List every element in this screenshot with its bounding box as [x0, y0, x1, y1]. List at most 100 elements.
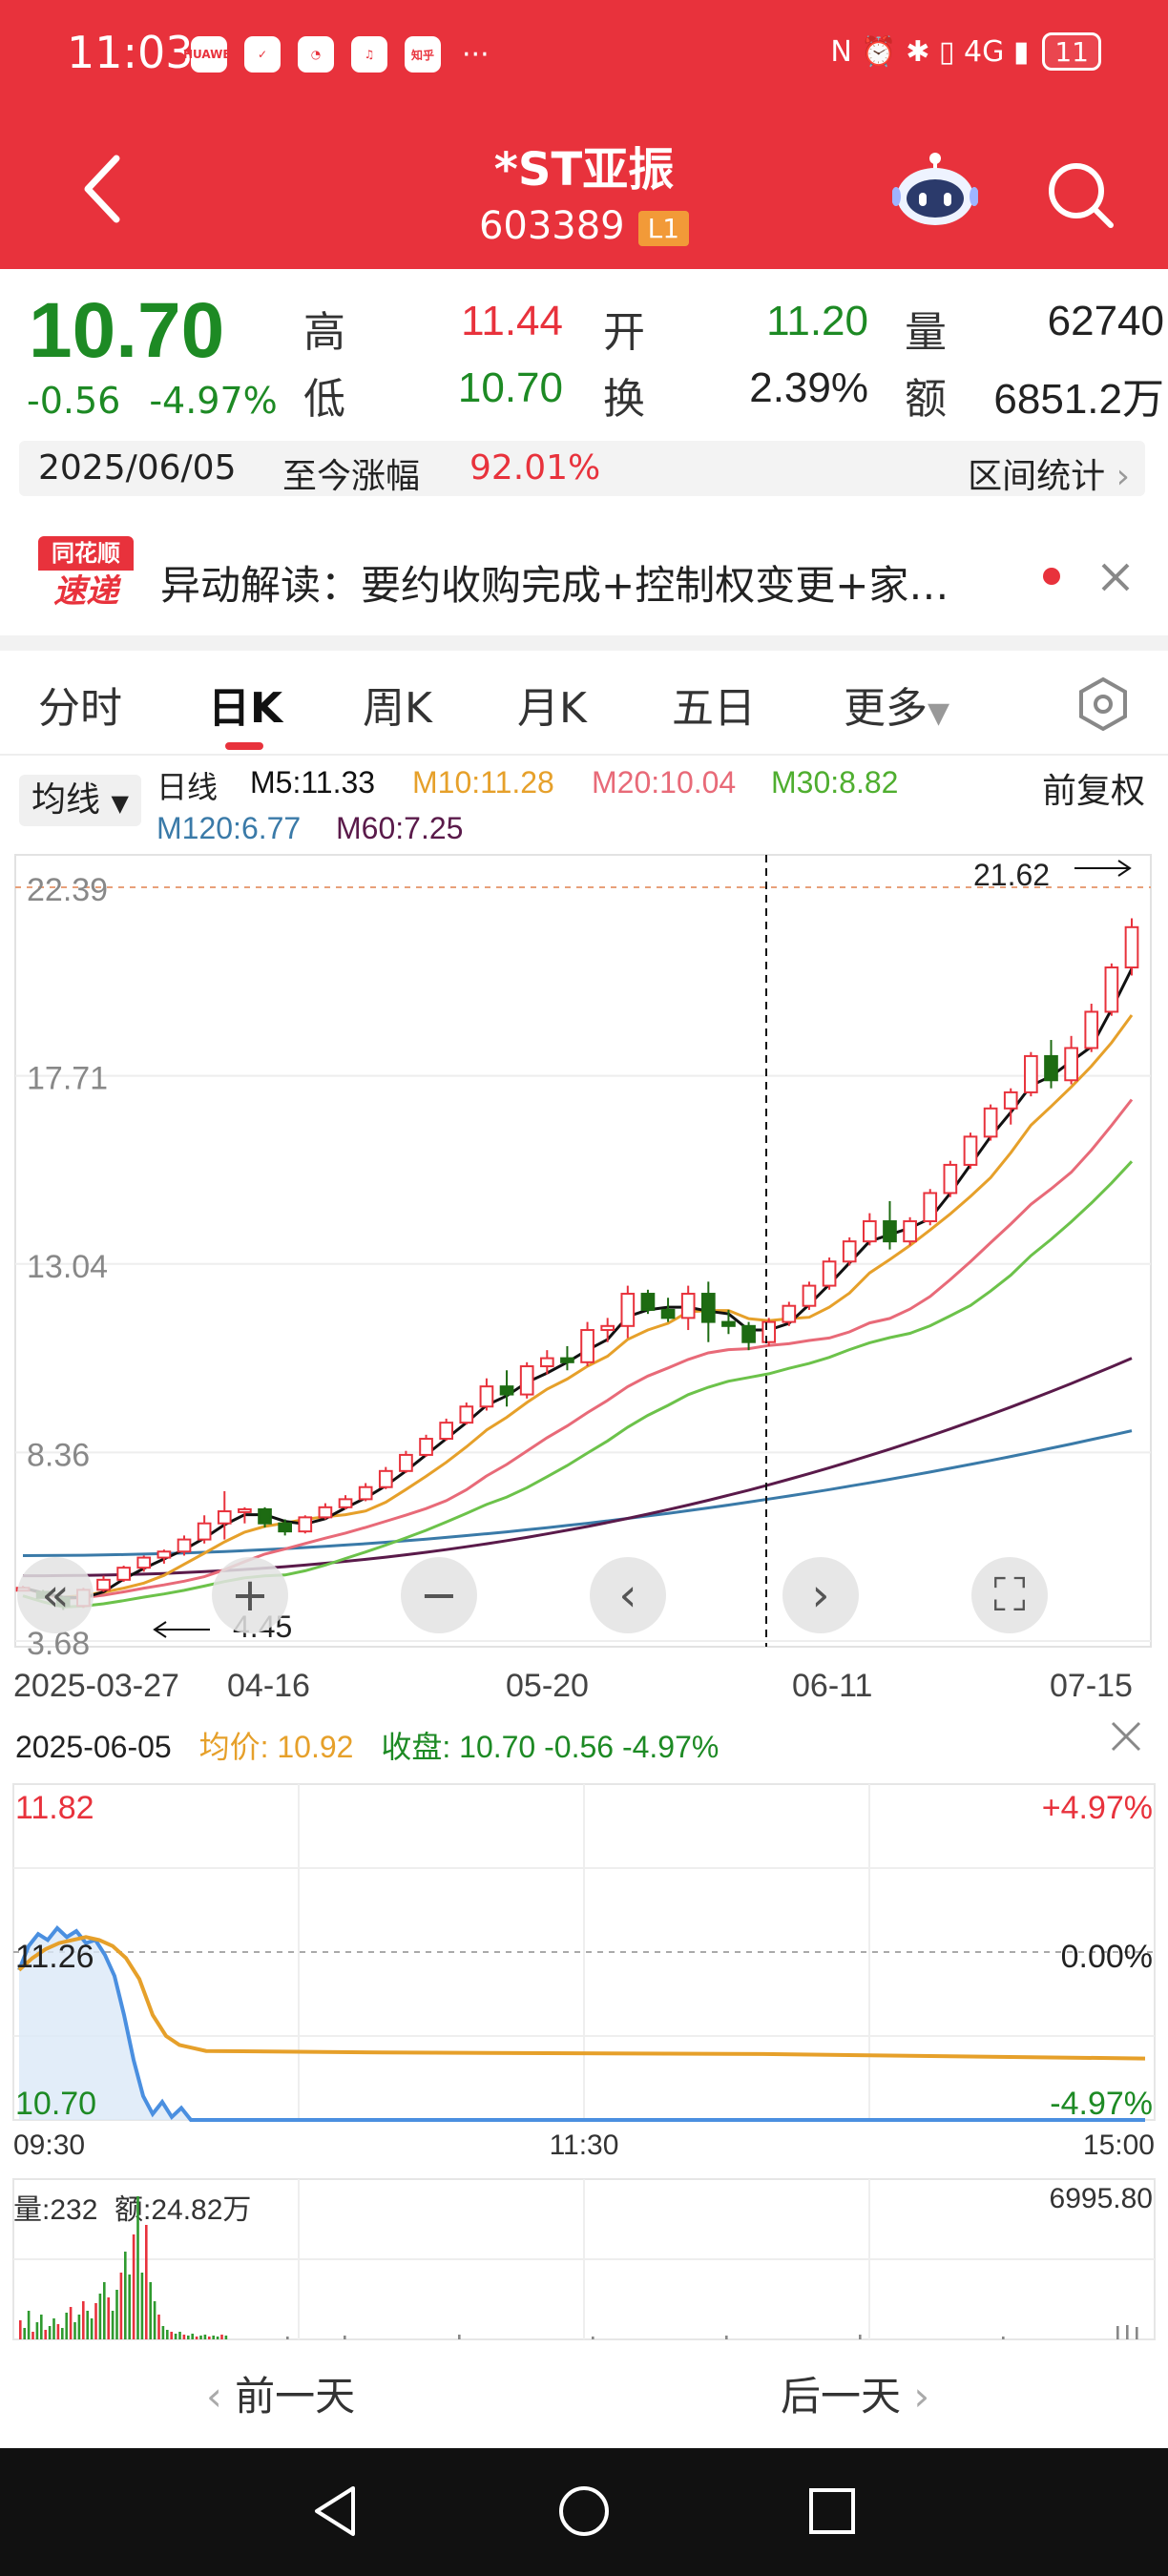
- ma-line-m60: [23, 1357, 1133, 1578]
- candle-body: [298, 1516, 313, 1533]
- volume-bar: [115, 2290, 118, 2339]
- notification-app-icon: ✓: [244, 36, 281, 73]
- back-arrow-icon[interactable]: [76, 151, 134, 227]
- settings-hexagon-icon[interactable]: [1074, 675, 1132, 733]
- zoom-out-icon[interactable]: −: [401, 1557, 477, 1633]
- volume-bar: [94, 2303, 97, 2339]
- zoom-out-icon-bg: [401, 1557, 477, 1633]
- price-area: [19, 1927, 1145, 2120]
- battery-level: 11: [1054, 35, 1089, 68]
- close-icon[interactable]: [1107, 1717, 1145, 1755]
- nav-back-icon[interactable]: [307, 2483, 365, 2540]
- ma60-value: M60:7.25: [336, 811, 464, 845]
- candle-body: [479, 1385, 494, 1408]
- change-percent: -4.97%: [149, 380, 278, 422]
- range-label: 至今涨幅: [282, 457, 421, 496]
- candle-body: [419, 1438, 433, 1456]
- status-time: 11:03: [67, 27, 194, 78]
- last-price: 10.70: [29, 287, 225, 374]
- intraday-header: 2025-06-05 均价: 10.92 收盘: 10.70 -0.56 -4.…: [15, 1723, 719, 1767]
- caret-down-icon: ▼: [928, 696, 950, 730]
- caret-down-icon: ▼: [111, 790, 129, 817]
- ma20-value: M20:10.04: [592, 765, 737, 800]
- y-tick-label: 8.36: [27, 1437, 90, 1473]
- candle-body: [136, 1556, 152, 1569]
- news-text[interactable]: 异动解读：要约收购完成+控制权变更+家…: [160, 562, 949, 609]
- volume-bar: [128, 2275, 131, 2339]
- volume-bar: [1126, 2325, 1129, 2339]
- candle-body: [660, 1308, 676, 1319]
- pan-right-icon[interactable]: ›: [782, 1557, 859, 1633]
- tab-weekly-k[interactable]: 周K: [363, 684, 432, 733]
- volume-bar: [61, 2328, 64, 2339]
- candle-body: [1124, 925, 1139, 969]
- close-value: 10.70 -0.56 -4.97%: [459, 1730, 720, 1764]
- volume-bar: [65, 2313, 68, 2339]
- volume-bar: [145, 2225, 148, 2339]
- pan-left-icon[interactable]: ‹: [590, 1557, 666, 1633]
- price-change: -0.56 -4.97%: [27, 380, 306, 422]
- candle-body: [378, 1469, 393, 1488]
- moving-average-selector[interactable]: 均线 ▼: [19, 775, 141, 826]
- turnover-value: 2.39%: [749, 364, 868, 411]
- tab-more[interactable]: 更多▼: [844, 674, 949, 735]
- volume-bar: [1116, 2326, 1119, 2339]
- stock-code-line: 603389 L1: [0, 204, 1168, 248]
- range-bar[interactable]: 2025/06/05 至今涨幅 92.01% 区间统计 ›: [19, 441, 1145, 496]
- volume-bar: [48, 2326, 52, 2339]
- volume-bar: [161, 2326, 165, 2339]
- search-icon[interactable]: [1042, 156, 1118, 233]
- level-badge[interactable]: L1: [637, 210, 690, 246]
- range-date: 2025/06/05: [38, 448, 237, 488]
- app-header: 11:03 HUAWEI ✓ ◔ ♫ 知乎 ··· N ⏰ ✱ ▯ 4G ▮ 1…: [0, 0, 1168, 269]
- close-label: 收盘:: [381, 1730, 451, 1764]
- volume-bar: [98, 2294, 102, 2339]
- candle-body: [600, 1324, 615, 1332]
- candle-body: [278, 1522, 292, 1533]
- amount-label: 额:24.82万: [115, 2194, 251, 2226]
- volume-bar: [859, 2335, 862, 2339]
- intraday-chart[interactable]: 11.82 11.26 10.70 +4.97% 0.00% -4.97% 09:30 11:…: [0, 1775, 1168, 2175]
- candle-body: [156, 1550, 172, 1559]
- candle-body: [399, 1453, 413, 1472]
- range-stats-link[interactable]: 区间统计 ›: [968, 448, 1130, 498]
- turnover-label: 换: [603, 375, 645, 424]
- open-value: 11.20: [766, 298, 868, 344]
- nav-home-icon[interactable]: [555, 2483, 613, 2540]
- volume-chart[interactable]: 量:232 额:24.82万 6995.80: [0, 2175, 1168, 2347]
- volume-bar: [212, 2336, 215, 2339]
- zoom-in-icon[interactable]: +: [212, 1557, 288, 1633]
- volume-bar: [208, 2337, 211, 2339]
- tab-intraday[interactable]: 分时: [38, 684, 122, 733]
- y-tick-label: 17.71: [27, 1061, 108, 1097]
- next-day-button[interactable]: 后一天 ›: [781, 2364, 929, 2422]
- ma10-value: M10:11.28: [412, 765, 554, 800]
- candle-body: [863, 1220, 877, 1243]
- close-icon[interactable]: [1097, 559, 1134, 595]
- candle-body: [782, 1304, 797, 1323]
- volume-bar: [191, 2334, 194, 2339]
- chevron-left-icon: ‹: [206, 2373, 236, 2420]
- x-tick-label: 2025-03-27: [13, 1668, 179, 1704]
- fullscreen-icon[interactable]: ⛶: [971, 1557, 1048, 1633]
- nav-recents-icon[interactable]: [803, 2483, 861, 2540]
- tab-daily-k[interactable]: 日K: [208, 684, 283, 733]
- tab-five-day[interactable]: 五日: [672, 684, 756, 733]
- candle-body: [560, 1357, 574, 1363]
- collapse-icon-glyph: «: [41, 1568, 69, 1622]
- candle-body: [338, 1498, 353, 1508]
- tab-monthly-k[interactable]: 月K: [517, 684, 587, 733]
- candle-body: [943, 1163, 958, 1195]
- news-logo-bottom: 速递: [53, 572, 118, 611]
- volume-bar: [44, 2330, 47, 2339]
- previous-day-button[interactable]: ‹ 前一天: [206, 2364, 355, 2422]
- active-tab-indicator: [225, 742, 263, 750]
- robot-assistant-icon[interactable]: [892, 151, 978, 227]
- news-logo-top: 同花顺: [38, 536, 134, 571]
- adjust-selector[interactable]: 前复权: [1041, 772, 1145, 811]
- news-banner[interactable]: 同花顺 速递 异动解读：要约收购完成+控制权变更+家…: [0, 515, 1168, 639]
- candle-body: [499, 1385, 514, 1396]
- collapse-icon[interactable]: «: [17, 1557, 94, 1633]
- volume-bar: [344, 2336, 346, 2339]
